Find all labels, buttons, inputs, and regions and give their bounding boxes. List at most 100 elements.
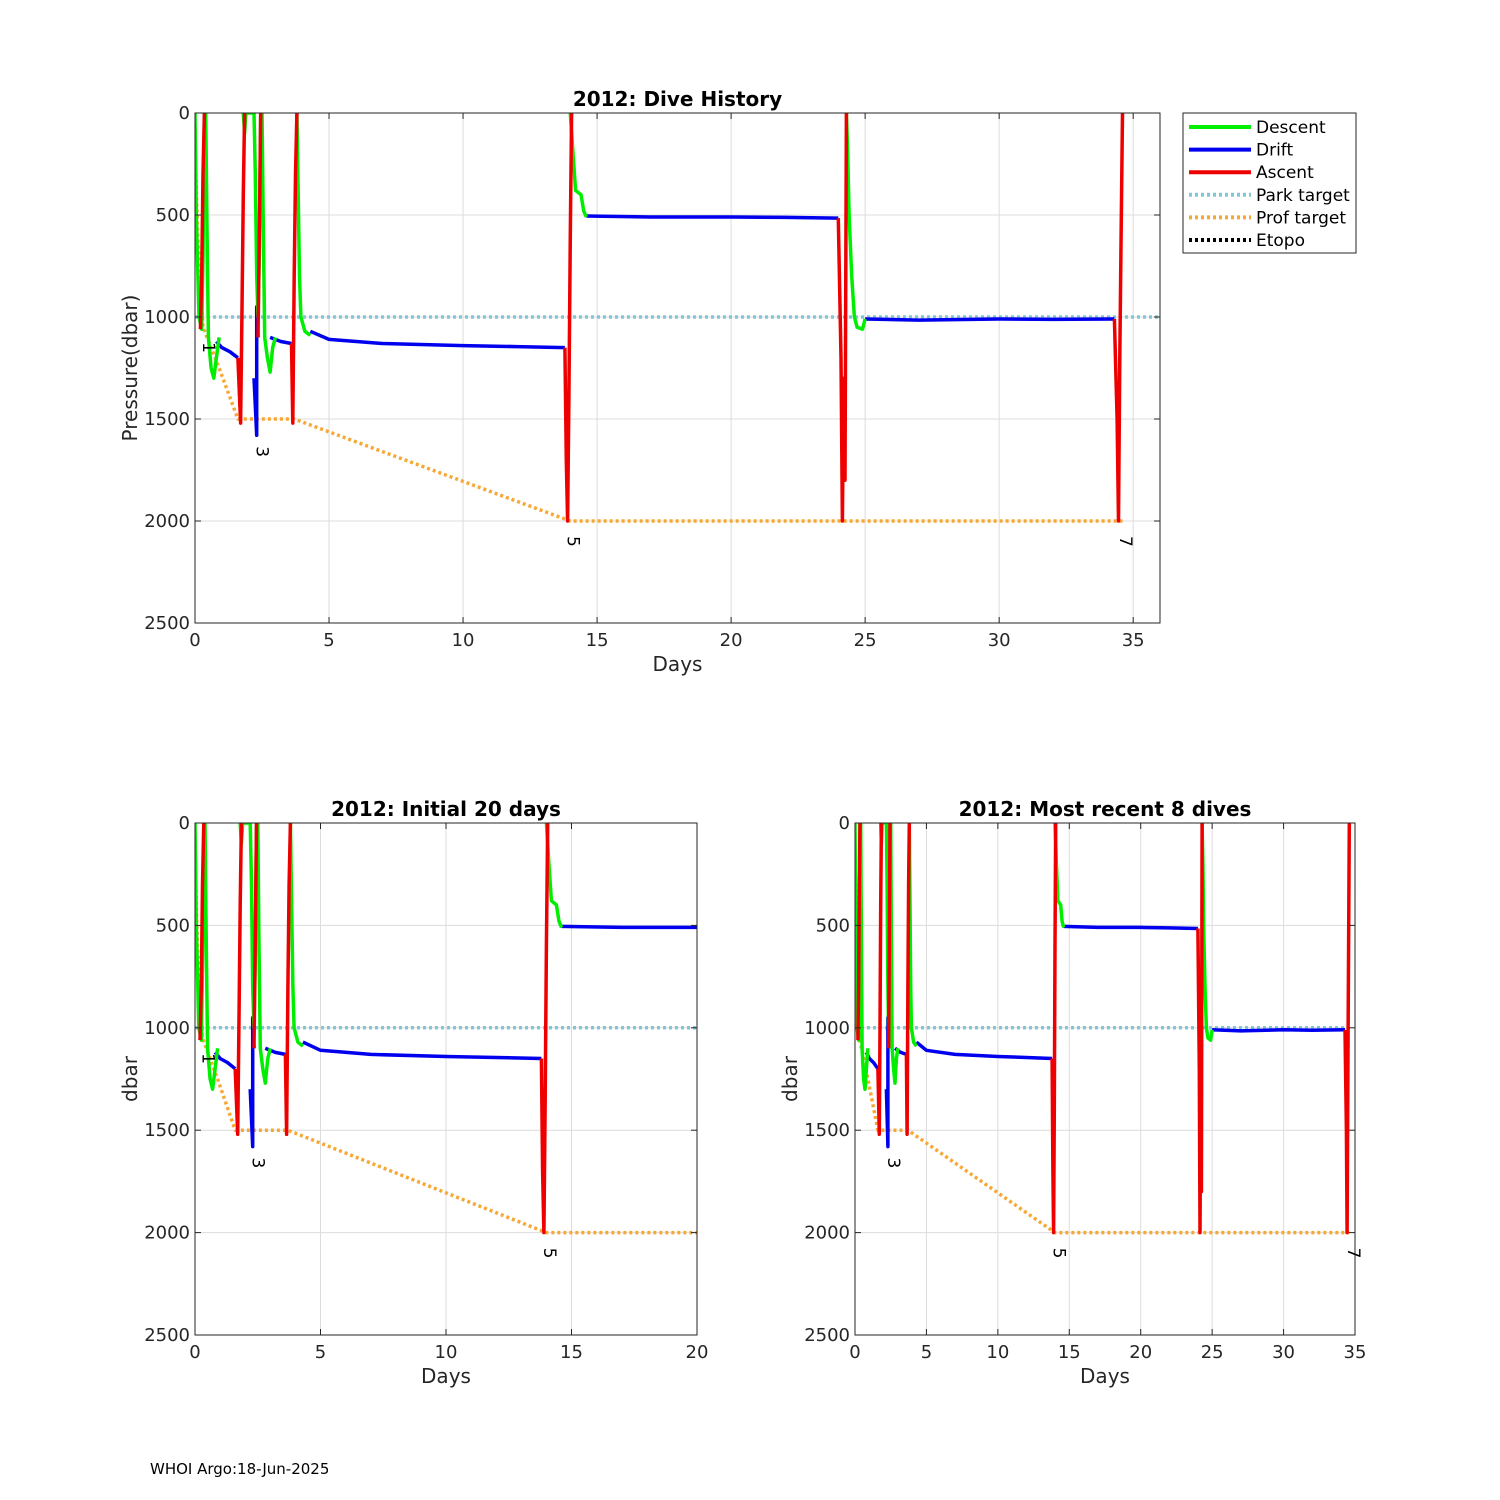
y-tick-label: 1000: [144, 1018, 190, 1039]
series-prof-target-line: [195, 143, 1123, 523]
x-tick-label: 5: [315, 1342, 326, 1363]
footer-credit: WHOI Argo:18-Jun-2025: [150, 1460, 330, 1478]
x-tick-label: 30: [988, 630, 1011, 651]
series-ascent-line: [1196, 823, 1204, 1235]
y-tick-label: 1500: [804, 1120, 850, 1141]
x-axis-label: Days: [1080, 1364, 1130, 1388]
x-tick-label: 20: [1129, 1342, 1152, 1363]
plot-area: [195, 113, 1160, 623]
series-drift-line: [309, 329, 565, 350]
y-tick-label: 500: [156, 205, 190, 226]
series-ascent-line: [904, 823, 912, 1137]
y-tick-label: 2000: [144, 1223, 190, 1244]
series-ascent-line: [283, 823, 293, 1137]
series-descent-line: [260, 113, 278, 374]
legend-box: [1182, 112, 1357, 254]
series-drift-line: [865, 317, 1115, 322]
profile-number-label: 3: [252, 446, 272, 457]
series-ascent-line: [856, 823, 862, 1041]
series-group: [855, 823, 1352, 1235]
series-ascent-line: [252, 823, 259, 1049]
legend-label: Park target: [1256, 186, 1350, 206]
y-tick-label: 0: [839, 813, 850, 834]
profile-number-label: 5: [539, 1248, 559, 1259]
series-descent-line: [858, 823, 870, 1091]
series-descent-line: [203, 113, 221, 380]
x-tick-label: 10: [986, 1342, 1009, 1363]
series-descent-line: [888, 823, 900, 1085]
y-tick-label: 0: [179, 813, 190, 834]
series-descent-line: [256, 823, 272, 1085]
y-axis-label: Pressure(dbar): [118, 295, 142, 442]
y-axis-label: dbar: [778, 1055, 802, 1102]
legend-label: Ascent: [1256, 163, 1314, 183]
series-drift-line: [1212, 1028, 1346, 1033]
x-tick-label: 30: [1272, 1342, 1295, 1363]
series-ascent-line: [1112, 113, 1125, 523]
series-ascent-line: [236, 113, 247, 425]
chart-dive-history: 0 5 10 15 20 25 30 35050010001500200025002012: …: [118, 87, 1161, 676]
y-tick-label: 2000: [144, 511, 190, 532]
series-ascent-line: [876, 823, 884, 1137]
series-drift-line: [561, 924, 697, 930]
y-tick-label: 2000: [804, 1223, 850, 1244]
y-tick-label: 1000: [144, 307, 190, 328]
series-group: [195, 823, 697, 1235]
x-axis-label: Days: [653, 652, 703, 676]
y-tick-label: 1500: [144, 1120, 190, 1141]
series-group: [195, 113, 1160, 523]
chart-most-recent-8-dives: 0 5 10 15 20 25 30 35050010001500200025002012: …: [778, 797, 1366, 1388]
chart-title: 2012: Most recent 8 dives: [959, 797, 1252, 821]
x-tick-label: 10: [435, 1342, 458, 1363]
chart-title: 2012: Initial 20 days: [331, 797, 561, 821]
profile-number-label: 7: [1343, 1248, 1363, 1259]
chart-title: 2012: Dive History: [573, 87, 782, 111]
legend-label: Drift: [1256, 141, 1293, 161]
x-tick-label: 15: [1058, 1342, 1081, 1363]
series-drift-line: [1063, 924, 1198, 931]
x-tick-label: 5: [921, 1342, 932, 1363]
axes-frame: [194, 112, 1161, 624]
x-tick-label: 0: [189, 630, 200, 651]
axes-frame: [854, 822, 1356, 1336]
series-descent-line: [203, 823, 220, 1091]
series-ascent-line: [289, 113, 299, 425]
plot-area: [855, 823, 1355, 1335]
series-drift-line: [586, 214, 839, 220]
profile-number-label: 5: [563, 536, 583, 547]
series-ascent-line: [198, 113, 207, 330]
x-tick-label: 15: [560, 1342, 583, 1363]
y-tick-label: 2500: [144, 613, 190, 634]
series-ascent-line: [836, 113, 849, 523]
series-ascent-line: [1343, 823, 1352, 1235]
x-tick-label: 20: [686, 1342, 709, 1363]
legend-label: Descent: [1256, 118, 1326, 138]
legend-label: Prof target: [1256, 208, 1346, 228]
series-ascent-line: [198, 823, 206, 1041]
legend-label: Etopo: [1256, 231, 1305, 251]
x-tick-label: 0: [189, 1342, 200, 1363]
y-tick-label: 500: [816, 915, 850, 936]
y-tick-label: 2500: [804, 1325, 850, 1346]
profile-number-label: 3: [248, 1158, 268, 1169]
x-tick-label: 10: [452, 630, 475, 651]
x-tick-label: 35: [1344, 1342, 1367, 1363]
profile-number-label: 7: [1115, 536, 1135, 547]
profile-number-label: 1: [198, 1053, 218, 1064]
series-ascent-line: [563, 113, 574, 523]
y-tick-label: 500: [156, 915, 190, 936]
x-tick-label: 15: [586, 630, 609, 651]
x-tick-label: 35: [1122, 630, 1145, 651]
x-tick-label: 5: [323, 630, 334, 651]
series-ascent-line: [886, 823, 892, 1049]
y-tick-label: 1000: [804, 1018, 850, 1039]
y-axis-label: dbar: [118, 1055, 142, 1102]
profile-number-label: 5: [1049, 1248, 1069, 1259]
series-drift-line: [302, 1040, 542, 1061]
x-tick-label: 25: [1201, 1342, 1224, 1363]
x-tick-label: 20: [720, 630, 743, 651]
series-ascent-line: [256, 113, 263, 338]
series-ascent-line: [233, 823, 244, 1137]
